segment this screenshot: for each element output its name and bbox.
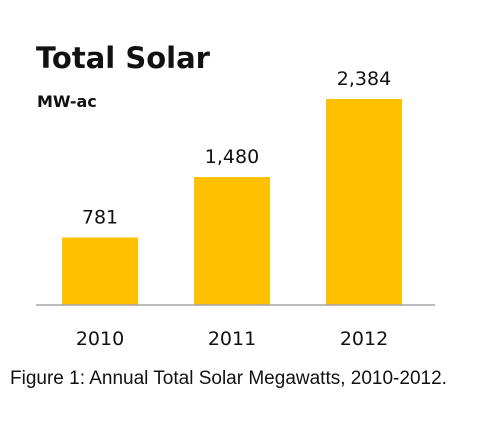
bar-2011: [194, 177, 270, 305]
bar-2010: [62, 237, 138, 305]
chart-subtitle: MW-ac: [37, 92, 97, 111]
x-tick-label-2011: 2011: [208, 328, 256, 350]
chart-plot: 781 1,480 2,384 2010 2011 2012: [36, 68, 435, 350]
bars-layer: [62, 99, 402, 305]
chart-title: Total Solar: [36, 41, 210, 75]
value-labels-layer: 781 1,480 2,384: [82, 68, 391, 229]
value-label-2010: 781: [82, 207, 118, 229]
value-label-2012: 2,384: [337, 68, 391, 90]
figure-caption: Figure 1: Annual Total Solar Megawatts, …: [10, 368, 447, 389]
x-tick-label-2012: 2012: [340, 328, 388, 350]
value-label-2011: 1,480: [205, 146, 259, 168]
x-tick-label-2010: 2010: [76, 328, 124, 350]
bar-2012: [326, 99, 402, 305]
x-tick-labels-layer: 2010 2011 2012: [76, 328, 388, 350]
